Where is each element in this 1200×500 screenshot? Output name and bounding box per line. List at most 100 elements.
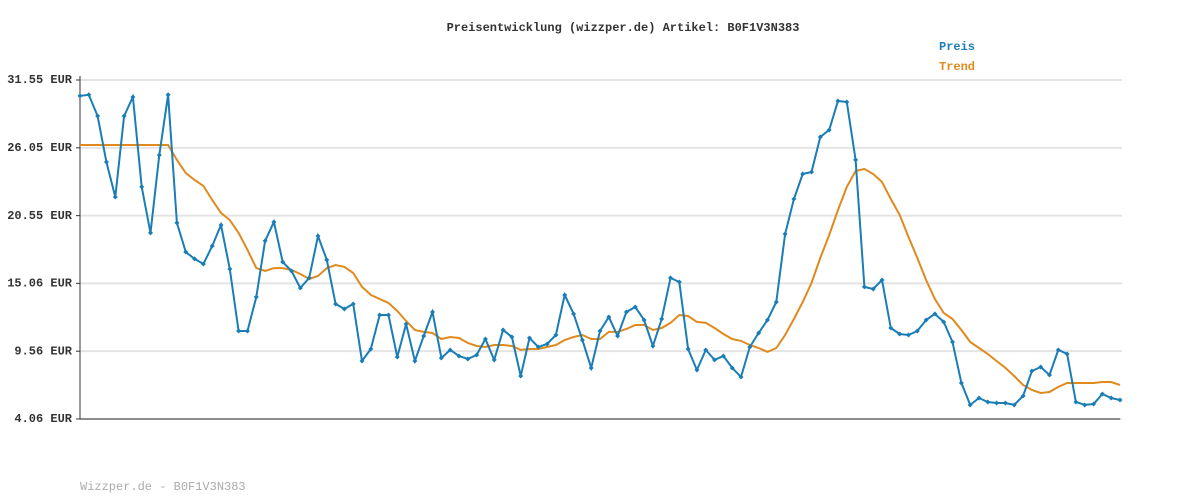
point-marker [368,346,374,352]
point-marker [253,294,259,300]
point-marker [879,277,885,283]
point-marker [650,343,656,349]
point-marker [615,333,621,339]
point-marker [465,356,471,362]
point-marker [183,249,189,255]
point-marker [1073,399,1079,405]
point-marker [474,352,480,358]
point-marker [958,380,964,386]
point-marker [306,275,312,281]
point-marker [606,314,612,320]
point-marker [623,309,629,315]
point-marker [853,157,859,163]
point-marker [861,284,867,290]
point-marker [844,99,850,105]
point-marker [1108,395,1114,401]
point-marker [932,311,938,317]
point-marker [1029,368,1035,374]
point-marker [333,301,339,307]
y-tick-label: 15.06 EUR [7,277,73,291]
point-marker [500,327,506,333]
point-marker [526,335,532,341]
point-marker [394,354,400,360]
point-marker [800,171,806,177]
point-marker [491,357,497,363]
point-marker [174,220,180,226]
point-marker [738,374,744,380]
point-marker [1082,402,1088,408]
point-marker [103,159,109,165]
point-marker [236,328,242,334]
point-marker [941,319,947,325]
point-marker [668,275,674,281]
point-marker [764,317,770,323]
point-marker [350,301,356,307]
point-marker [1002,400,1008,406]
point-marker [685,346,691,352]
point-marker [773,299,779,305]
point-marker [139,184,145,190]
point-marker [994,400,1000,406]
point-marker [438,355,444,361]
point-marker [359,358,365,364]
point-marker [271,219,277,225]
legend-entry: Preis [939,40,975,54]
point-marker [156,152,162,158]
point-marker [905,332,911,338]
point-marker [985,399,991,405]
point-marker [227,266,233,272]
point-marker [244,328,250,334]
point-marker [209,243,215,249]
point-marker [588,365,594,371]
point-marker [826,127,832,133]
series-line [79,93,1121,407]
point-marker [1117,397,1123,403]
point-marker [897,331,903,337]
point-marker [976,395,982,401]
point-marker [712,357,718,363]
point-marker [659,316,665,322]
y-tick-label: 4.06 EUR [14,412,72,426]
point-marker [112,194,118,200]
point-marker [676,279,682,285]
point-marker [835,98,841,104]
point-marker [518,373,524,379]
point-marker [923,317,929,323]
point-marker [1091,401,1097,407]
point-marker [571,311,577,317]
point-marker [579,337,585,343]
point-marker [430,309,436,315]
point-marker [817,134,823,140]
point-marker [192,256,198,262]
point-marker [121,113,127,119]
point-marker [641,317,647,323]
point-marker [1011,402,1017,408]
point-marker [1038,364,1044,370]
point-marker [809,169,815,175]
point-marker [324,257,330,263]
point-marker [130,94,136,100]
point-marker [1020,393,1026,399]
point-marker [482,336,488,342]
point-marker [200,261,206,267]
point-marker [447,347,453,353]
point-marker [385,312,391,318]
point-marker [694,367,700,373]
point-marker [86,92,92,98]
point-marker [315,233,321,239]
point-marker [1099,391,1105,397]
point-marker [218,222,224,228]
point-marker [297,285,303,291]
point-marker [289,268,295,274]
point-marker [632,304,638,310]
point-marker [888,325,894,331]
point-marker [535,344,541,350]
point-marker [747,344,753,350]
point-marker [553,332,559,338]
point-marker [341,306,347,312]
point-marker [412,358,418,364]
point-marker [756,330,762,336]
point-marker [1055,347,1061,353]
point-marker [967,402,973,408]
chart-title: Preisentwicklung (wizzper.de) Artikel: B… [447,21,800,35]
